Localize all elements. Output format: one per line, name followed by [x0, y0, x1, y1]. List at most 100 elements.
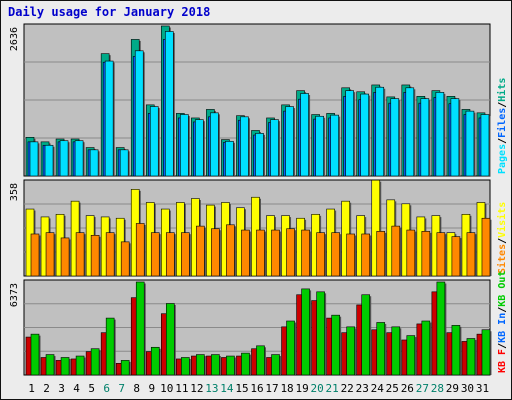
bar-pages-26 [405, 87, 415, 177]
bar-sites-22 [346, 233, 355, 277]
x-tick-label: 1 [28, 382, 35, 395]
panel-legend: Sites/Visits [496, 202, 508, 274]
legend-text: Sites/Visits [496, 202, 508, 274]
bar-pages-4 [74, 140, 84, 177]
x-tick-label: 24 [371, 382, 385, 395]
legend-entry: Hits [496, 78, 508, 102]
bar-pages-8 [134, 50, 144, 177]
bar-pages-23 [360, 93, 370, 177]
x-tick-label: 8 [133, 382, 140, 395]
bar-pages-29 [450, 98, 460, 177]
bar-kb-out-26 [406, 335, 416, 376]
bar-pages-14 [225, 140, 234, 177]
x-tick-label: 31 [476, 382, 489, 395]
x-tick-label: 28 [431, 382, 444, 395]
panel-hits-files-pages: 2636 Pages/Files/Hits [9, 23, 508, 177]
x-tick-label: 11 [175, 382, 188, 395]
bar-kb-out-5 [90, 348, 100, 376]
bars [25, 179, 492, 277]
x-tick-label: 4 [73, 382, 80, 395]
legend-entry: Sites [496, 244, 508, 274]
bar-kb-out-29 [451, 325, 461, 376]
bar-kb-out-18 [286, 320, 295, 376]
panel-legend: KB F/KB In/KB Out [497, 271, 508, 373]
x-tick-label: 10 [160, 382, 173, 395]
x-tick-label: 18 [280, 382, 293, 395]
y-max-label: 2636 [9, 27, 20, 51]
legend-entry: Files [496, 108, 508, 138]
bars [25, 281, 492, 376]
y-max-label: 6373 [9, 283, 20, 307]
x-tick-label: 12 [190, 382, 203, 395]
bar-kb-out-7 [120, 360, 130, 376]
bar-kb-out-28 [436, 281, 446, 376]
bar-sites-14 [226, 224, 235, 277]
legend-text: KB F/KB In/KB Out [497, 271, 508, 373]
bar-kb-out-11 [181, 357, 190, 376]
bar-kb-out-4 [75, 355, 85, 376]
bar-pages-5 [89, 149, 99, 177]
x-tick-label: 3 [58, 382, 65, 395]
bar-pages-10 [164, 31, 174, 177]
bar-sites-17 [271, 229, 280, 277]
bar-kb-out-30 [466, 338, 476, 376]
bar-pages-1 [29, 141, 39, 177]
bar-pages-25 [390, 98, 400, 177]
bar-pages-21 [330, 114, 339, 177]
bar-sites-3 [60, 237, 70, 277]
bar-sites-26 [406, 229, 416, 277]
bar-kb-out-14 [226, 355, 235, 376]
bar-sites-25 [391, 225, 401, 277]
panel-legend: Pages/Files/Hits [496, 78, 508, 174]
x-axis-labels: 1 2 3 4 5 6 7 8 9 10 11 12 13 14 15 16 17 18 19 20 21 22 23 24 2… [28, 382, 489, 395]
bar-sites-1 [30, 233, 40, 277]
x-tick-label: 15 [235, 382, 248, 395]
x-tick-label: 29 [446, 382, 459, 395]
x-tick-label: 9 [148, 382, 155, 395]
legend-separator: / [497, 102, 508, 108]
bar-pages-11 [180, 114, 189, 177]
bar-pages-27 [420, 98, 430, 177]
legend-entry: KB F [497, 349, 508, 373]
bar-pages-9 [149, 106, 159, 177]
x-tick-label: 21 [326, 382, 339, 395]
bar-pages-24 [375, 86, 385, 177]
x-tick-label: 30 [461, 382, 474, 395]
x-tick-label: 14 [220, 382, 234, 395]
bar-sites-4 [75, 232, 85, 277]
bar-kb-out-6 [105, 317, 115, 376]
bar-pages-31 [480, 114, 490, 177]
bar-sites-20 [316, 232, 325, 277]
bar-kb-out-8 [135, 281, 145, 376]
bar-pages-7 [119, 149, 129, 177]
x-tick-label: 22 [341, 382, 354, 395]
bar-kb-out-19 [301, 288, 310, 376]
bar-sites-19 [301, 229, 310, 277]
x-tick-label: 27 [416, 382, 429, 395]
bar-pages-2 [44, 144, 54, 177]
bar-kb-out-22 [346, 326, 355, 376]
bar-sites-5 [90, 235, 100, 277]
x-tick-label: 26 [401, 382, 414, 395]
x-tick-label: 6 [103, 382, 110, 395]
chart-panels: 2636 Pages/Files/Hits 358 Sites/Visits 6373 K… [9, 23, 508, 376]
chart-title: Daily usage for January 2018 [8, 5, 210, 19]
bar-kb-out-23 [361, 294, 371, 376]
bar-sites-11 [181, 232, 190, 277]
bars [25, 25, 491, 177]
y-max-label: 358 [9, 183, 20, 201]
bar-kb-out-13 [211, 354, 220, 376]
bar-kb-out-17 [271, 354, 280, 376]
x-tick-label: 16 [250, 382, 263, 395]
bar-kb-out-16 [256, 345, 265, 376]
x-tick-label: 19 [295, 382, 308, 395]
bar-sites-24 [376, 231, 386, 277]
bar-pages-22 [345, 90, 354, 177]
x-tick-label: 20 [311, 382, 324, 395]
legend-text: Pages/Files/Hits [496, 78, 508, 174]
bar-kb-out-15 [241, 352, 250, 376]
bar-kb-out-25 [391, 326, 401, 376]
x-tick-label: 5 [88, 382, 95, 395]
